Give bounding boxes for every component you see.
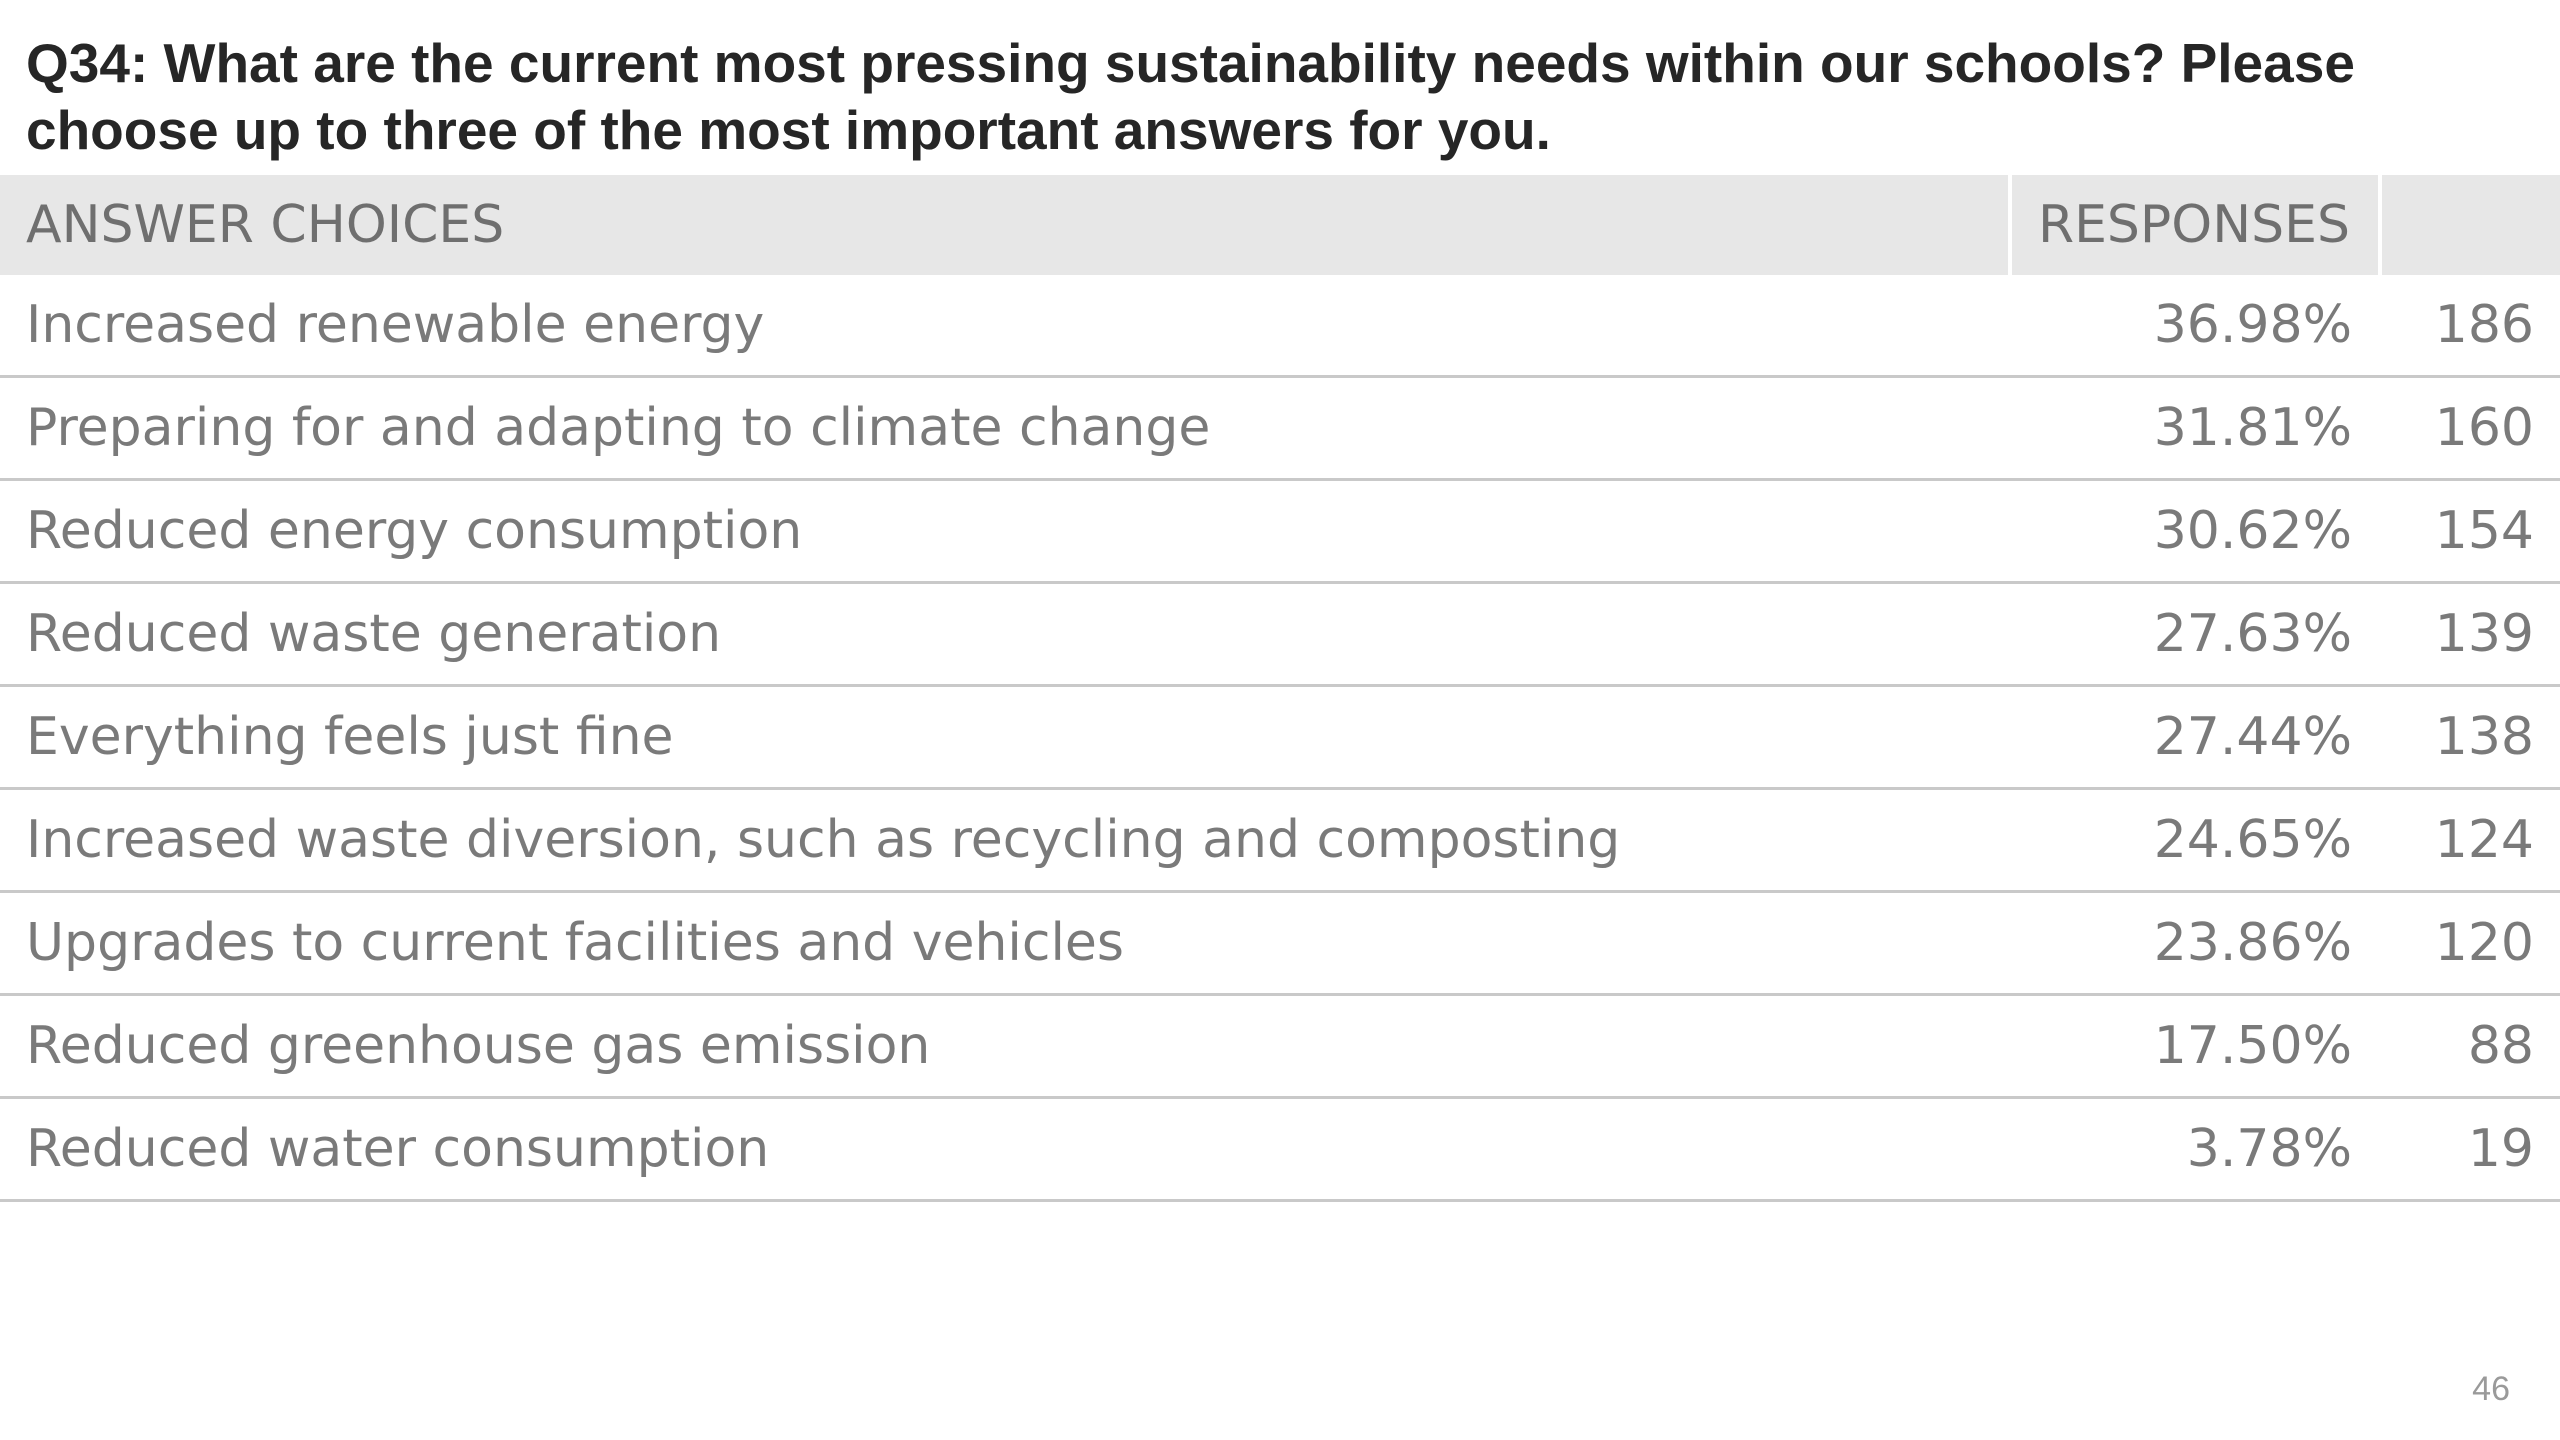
response-count: 186 (2380, 275, 2560, 378)
page-number: 46 (2472, 1370, 2510, 1408)
responses-table: ANSWER CHOICES RESPONSES Increased renew… (0, 175, 2560, 1202)
count-header (2380, 175, 2560, 275)
response-percent: 23.86% (2010, 891, 2380, 996)
table-row: Everything feels just fine 27.44% 138 (0, 685, 2560, 790)
answer-choice: Increased waste diversion, such as recyc… (0, 788, 2010, 893)
response-count: 138 (2380, 685, 2560, 790)
response-percent: 24.65% (2010, 788, 2380, 893)
table-row: Reduced water consumption 3.78% 19 (0, 1097, 2560, 1202)
answer-choice: Increased renewable energy (0, 275, 2010, 378)
response-percent: 30.62% (2010, 479, 2380, 584)
table-header-row: ANSWER CHOICES RESPONSES (0, 175, 2560, 275)
response-percent: 27.44% (2010, 685, 2380, 790)
response-count: 154 (2380, 479, 2560, 584)
response-count: 160 (2380, 376, 2560, 481)
table-row: Increased waste diversion, such as recyc… (0, 788, 2560, 893)
response-count: 19 (2380, 1097, 2560, 1202)
table-row: Reduced energy consumption 30.62% 154 (0, 479, 2560, 584)
response-count: 124 (2380, 788, 2560, 893)
response-percent: 36.98% (2010, 275, 2380, 378)
response-percent: 31.81% (2010, 376, 2380, 481)
answer-choice: Reduced energy consumption (0, 479, 2010, 584)
answer-choice: Reduced waste generation (0, 582, 2010, 687)
response-count: 139 (2380, 582, 2560, 687)
response-count: 120 (2380, 891, 2560, 996)
response-count: 88 (2380, 994, 2560, 1099)
table-row: Upgrades to current facilities and vehic… (0, 891, 2560, 996)
answer-choices-header: ANSWER CHOICES (0, 175, 2010, 275)
answer-choice: Everything feels just fine (0, 685, 2010, 790)
response-percent: 3.78% (2010, 1097, 2380, 1202)
responses-header: RESPONSES (2008, 175, 2382, 275)
table-row: Reduced greenhouse gas emission 17.50% 8… (0, 994, 2560, 1099)
table-row: Reduced waste generation 27.63% 139 (0, 582, 2560, 687)
response-percent: 17.50% (2010, 994, 2380, 1099)
answer-choice: Reduced greenhouse gas emission (0, 994, 2010, 1099)
question-title: Q34: What are the current most pressing … (26, 32, 2355, 161)
response-percent: 27.63% (2010, 582, 2380, 687)
answer-choice: Reduced water consumption (0, 1097, 2010, 1202)
answer-choice: Upgrades to current facilities and vehic… (0, 891, 2010, 996)
table-row: Increased renewable energy 36.98% 186 (0, 275, 2560, 378)
table-row: Preparing for and adapting to climate ch… (0, 376, 2560, 481)
answer-choice: Preparing for and adapting to climate ch… (0, 376, 2010, 481)
